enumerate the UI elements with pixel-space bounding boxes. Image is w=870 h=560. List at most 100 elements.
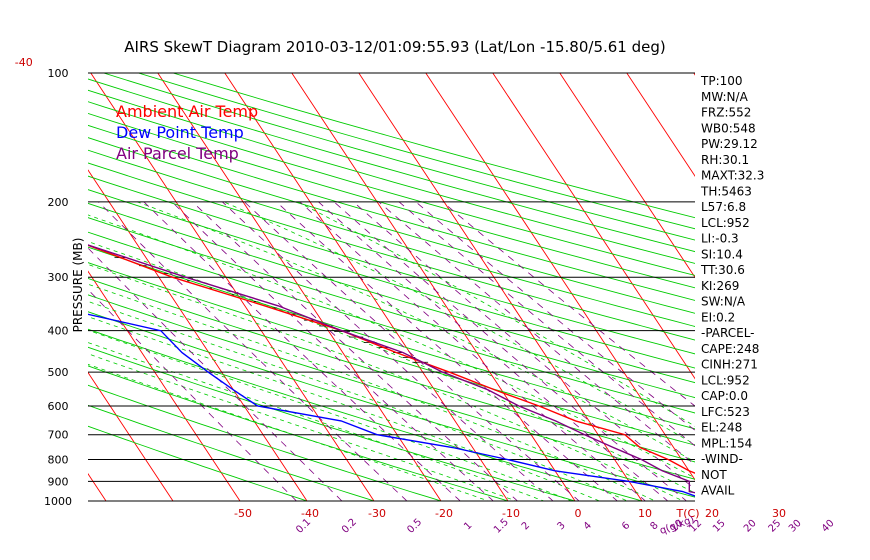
mixing-ratio-label: 40 [820, 518, 837, 535]
pressure-tick-label: 100 [48, 67, 69, 80]
stat-line: -PARCEL- [701, 326, 755, 340]
dry-adiabat-line [88, 404, 376, 501]
dry-adiabat-line [88, 137, 695, 314]
pressure-tick-label: 800 [48, 454, 69, 467]
ambient-temperature-line [88, 244, 695, 474]
moist-adiabat-line [88, 283, 657, 501]
stat-line: LI:-0.3 [701, 232, 739, 246]
mixing-ratio-line [299, 201, 647, 501]
stat-line: NOT [701, 468, 727, 482]
mixing-ratio-line [378, 201, 695, 466]
dry-adiabat-line [88, 231, 695, 414]
stat-line: TP:100 [700, 74, 743, 88]
isotherm-line [88, 270, 241, 501]
moist-adiabat-line [136, 201, 695, 463]
mixing-ratio-label: 6 [620, 520, 632, 532]
bottom-temp-tick-label: 20 [705, 507, 719, 520]
dry-adiabat-line [88, 149, 695, 327]
moist-adiabat-line [88, 363, 490, 501]
profile-lines [88, 244, 695, 497]
moist-adiabat-line [88, 342, 545, 501]
legend-item-ambient: Ambient Air Temp [116, 102, 258, 121]
mixing-ratio-label: 4 [582, 520, 594, 532]
pressure-tick-label: 400 [48, 325, 69, 338]
stat-line: WB0:548 [701, 121, 756, 135]
parcel-line [88, 244, 695, 494]
mixing-ratio-line [88, 289, 297, 501]
pressure-tick-label: 600 [48, 400, 69, 413]
moist-adiabat-line [223, 201, 695, 445]
dry-adiabat-line [88, 162, 695, 341]
dry-adiabat-line [138, 73, 695, 230]
mixing-ratio-line [192, 201, 519, 501]
dry-adiabat-line [88, 78, 695, 253]
mixing-ratio-line [222, 201, 554, 501]
bottom-temp-tick-label: 10 [638, 507, 652, 520]
dry-adiabat-line [88, 425, 309, 501]
dry-adiabat-line [88, 277, 695, 463]
dry-adiabat-line [88, 202, 695, 384]
stat-line: LCL:952 [701, 373, 750, 387]
pressure-tick-label: 900 [48, 475, 69, 488]
dry-adiabat-line [88, 328, 644, 501]
stat-line: TT:30.6 [700, 263, 745, 277]
stat-line: FRZ:552 [701, 106, 751, 120]
stat-line: SI:10.4 [701, 247, 743, 261]
mixing-ratio-line [442, 201, 695, 407]
background-grid [88, 73, 695, 501]
mixing-ratio-label: 25 [767, 518, 784, 535]
stat-line: TH:5463 [700, 184, 752, 198]
moist-adiabat-line [88, 329, 573, 501]
stat-line: PW:29.12 [701, 137, 758, 151]
isotherm-line [425, 73, 695, 481]
bottom-temp-tick-label: -20 [435, 507, 453, 520]
bottom-temp-tick-label: 30 [772, 507, 786, 520]
moist-adiabat-line [88, 301, 629, 501]
bottom-temp-tick-label: -10 [502, 507, 520, 520]
pressure-tick-label: 200 [48, 196, 69, 209]
dry-adiabat-line [88, 246, 695, 430]
mixing-ratio-line [171, 201, 494, 501]
stat-line: CAPE:248 [701, 342, 759, 356]
y-axis-label: PRESSURE (MB) [71, 238, 85, 333]
stat-line: RH:30.1 [701, 153, 749, 167]
isotherm-line [88, 371, 174, 501]
bottom-temp-tick-label: 0 [575, 507, 582, 520]
stat-line: EL:248 [701, 421, 742, 435]
dry-adiabat-line [88, 217, 695, 399]
pressure-tick-label: 700 [48, 429, 69, 442]
mixing-ratio-label: 0.2 [340, 517, 359, 536]
dry-adiabat-line [88, 346, 577, 501]
dewpoint-line [88, 313, 695, 497]
dry-adiabat-line [88, 112, 695, 289]
dry-adiabat-line [172, 73, 695, 219]
dry-adiabat-line [88, 101, 695, 276]
isotherm-line [88, 472, 107, 501]
isotherm-line [559, 73, 695, 279]
moist-adiabat-line [88, 241, 695, 494]
isotherm-line [157, 73, 442, 501]
mixing-ratio-label: 15 [711, 518, 728, 535]
pressure-level-lines [88, 72, 695, 502]
dry-adiabat-line [88, 175, 695, 355]
legend: Ambient Air Temp Dew Point Temp Air Parc… [116, 102, 258, 163]
mixing-ratio-line [333, 201, 688, 501]
mixing-ratio-line [415, 201, 695, 431]
stat-line: -WIND- [701, 452, 743, 466]
mixing-ratio-label: 3 [555, 520, 567, 532]
moist-adiabat-line [88, 214, 695, 479]
stat-line: MAXT:32.3 [701, 169, 764, 183]
isotherm-line [492, 73, 695, 380]
bottom-temp-tick-label: -40 [301, 507, 319, 520]
isotherm-line [626, 73, 695, 177]
dry-adiabat-line [88, 124, 695, 301]
dry-adiabat-line [88, 384, 443, 501]
mixing-ratio-line [276, 201, 618, 501]
mixing-ratio-label: 1 [462, 520, 474, 532]
stat-line: MW:N/A [701, 90, 749, 104]
dry-adiabat-line [88, 311, 695, 498]
stat-line: MPL:154 [701, 436, 752, 450]
legend-item-dewpoint: Dew Point Temp [116, 123, 244, 142]
